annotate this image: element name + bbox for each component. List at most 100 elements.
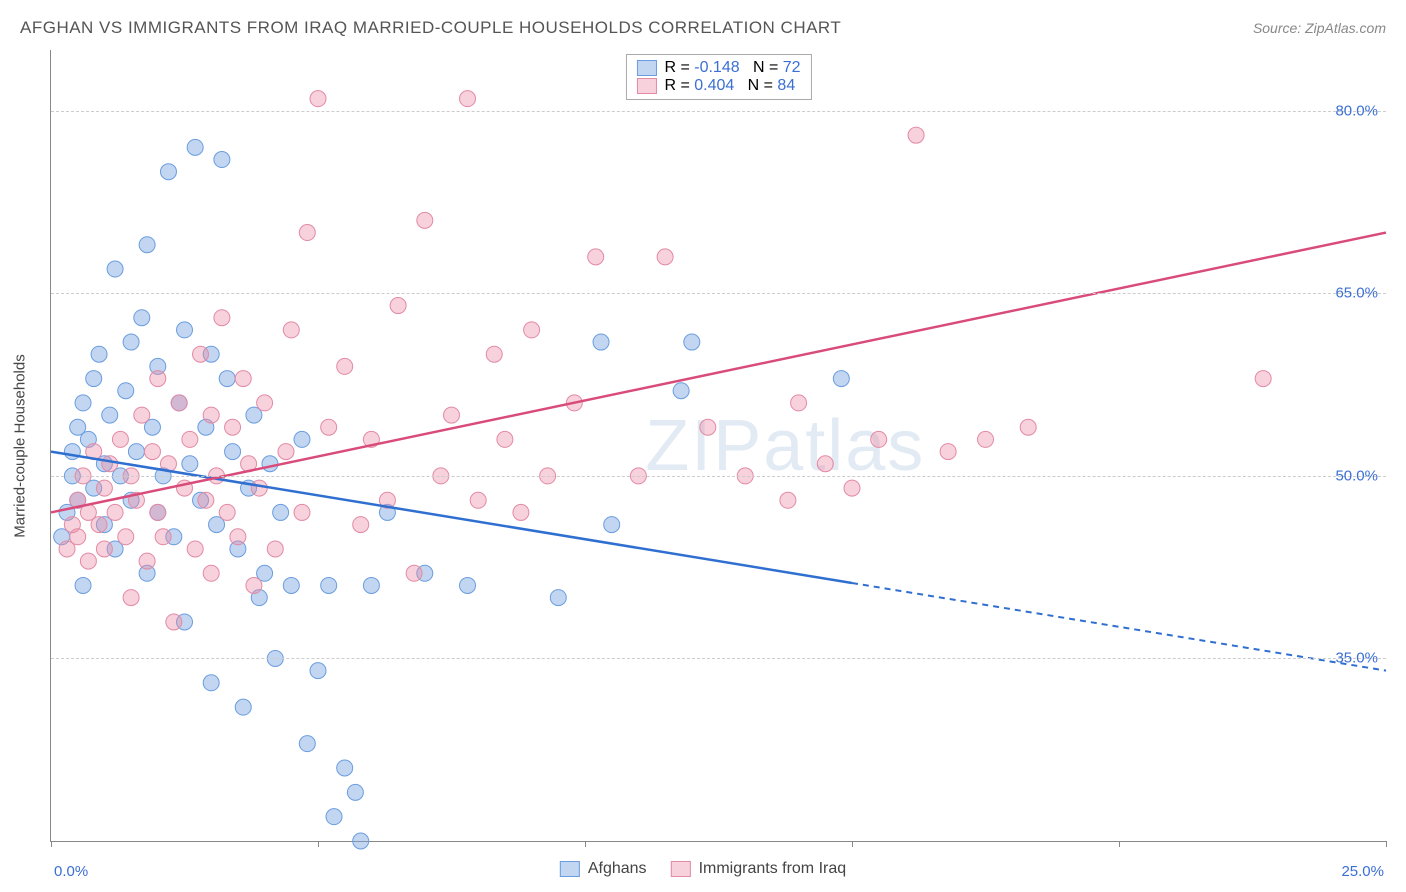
data-point <box>593 334 609 350</box>
data-point <box>444 407 460 423</box>
data-point <box>160 164 176 180</box>
data-point <box>166 614 182 630</box>
data-point <box>283 322 299 338</box>
data-point <box>80 553 96 569</box>
data-point <box>230 529 246 545</box>
x-tick <box>1119 841 1120 847</box>
data-point <box>70 529 86 545</box>
plot-area: ZIPatlas R = -0.148 N = 72R = 0.404 N = … <box>50 50 1386 842</box>
data-point <box>203 407 219 423</box>
data-point <box>91 517 107 533</box>
data-point <box>198 492 214 508</box>
legend-swatch <box>636 78 656 94</box>
x-tick <box>585 841 586 847</box>
data-point <box>673 383 689 399</box>
legend-swatch <box>636 60 656 76</box>
data-point <box>193 346 209 362</box>
y-tick-label: 65.0% <box>1335 285 1378 302</box>
data-point <box>460 91 476 107</box>
legend-label: Afghans <box>588 860 647 878</box>
data-point <box>363 577 379 593</box>
data-point <box>1020 419 1036 435</box>
grid-line <box>51 476 1386 477</box>
data-point <box>171 395 187 411</box>
data-point <box>251 480 267 496</box>
data-point <box>177 322 193 338</box>
data-point <box>91 346 107 362</box>
data-point <box>940 444 956 460</box>
data-point <box>321 577 337 593</box>
data-point <box>139 553 155 569</box>
x-tick <box>318 841 319 847</box>
data-point <box>86 371 102 387</box>
data-point <box>203 565 219 581</box>
data-point <box>144 444 160 460</box>
data-point <box>182 431 198 447</box>
data-point <box>107 504 123 520</box>
data-point <box>310 91 326 107</box>
data-point <box>406 565 422 581</box>
data-point <box>844 480 860 496</box>
y-axis-title: Married-couple Households <box>12 354 29 537</box>
y-tick-label: 35.0% <box>1335 650 1378 667</box>
legend-label: Immigrants from Iraq <box>699 860 847 878</box>
y-tick-label: 50.0% <box>1335 467 1378 484</box>
data-point <box>871 431 887 447</box>
x-tick-label: 25.0% <box>1341 863 1384 880</box>
data-point <box>524 322 540 338</box>
data-point <box>390 298 406 314</box>
x-tick-label: 0.0% <box>54 863 88 880</box>
data-point <box>235 699 251 715</box>
data-point <box>134 310 150 326</box>
data-point <box>187 541 203 557</box>
data-point <box>294 504 310 520</box>
data-point <box>225 444 241 460</box>
data-point <box>310 663 326 679</box>
data-point <box>214 310 230 326</box>
data-point <box>187 139 203 155</box>
data-point <box>833 371 849 387</box>
data-point <box>262 456 278 472</box>
data-point <box>513 504 529 520</box>
data-point <box>550 590 566 606</box>
data-point <box>684 334 700 350</box>
data-point <box>353 517 369 533</box>
data-point <box>486 346 502 362</box>
x-tick <box>51 841 52 847</box>
legend-stats: R = 0.404 N = 84 <box>664 77 795 95</box>
data-point <box>246 577 262 593</box>
legend-item: Afghans <box>560 860 647 878</box>
data-point <box>102 456 118 472</box>
data-point <box>214 152 230 168</box>
data-point <box>780 492 796 508</box>
legend-row: R = 0.404 N = 84 <box>636 77 800 95</box>
data-point <box>96 541 112 557</box>
data-point <box>150 371 166 387</box>
data-point <box>278 444 294 460</box>
data-point <box>588 249 604 265</box>
chart-title: AFGHAN VS IMMIGRANTS FROM IRAQ MARRIED-C… <box>20 18 841 38</box>
data-point <box>182 456 198 472</box>
data-point <box>347 784 363 800</box>
y-tick-label: 80.0% <box>1335 102 1378 119</box>
data-point <box>273 504 289 520</box>
x-tick <box>1386 841 1387 847</box>
data-point <box>75 395 91 411</box>
data-point <box>107 261 123 277</box>
data-point <box>155 529 171 545</box>
data-point <box>700 419 716 435</box>
data-point <box>460 577 476 593</box>
data-point <box>150 504 166 520</box>
data-point <box>257 395 273 411</box>
legend-row: R = -0.148 N = 72 <box>636 59 800 77</box>
data-point <box>225 419 241 435</box>
data-point <box>75 577 91 593</box>
data-point <box>123 590 139 606</box>
data-point <box>1255 371 1271 387</box>
data-point <box>128 444 144 460</box>
data-point <box>219 504 235 520</box>
data-point <box>299 736 315 752</box>
legend-item: Immigrants from Iraq <box>671 860 847 878</box>
data-point <box>791 395 807 411</box>
data-point <box>299 225 315 241</box>
